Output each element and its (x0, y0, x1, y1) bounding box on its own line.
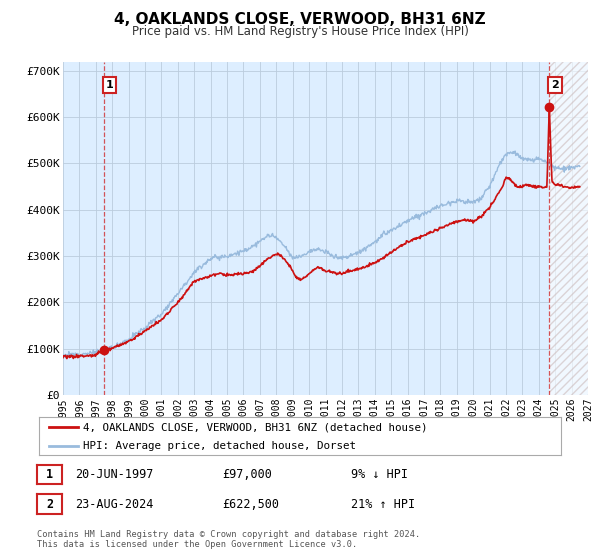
Text: HPI: Average price, detached house, Dorset: HPI: Average price, detached house, Dors… (83, 441, 356, 451)
Bar (549, 62, 588, 395)
Text: Price paid vs. HM Land Registry's House Price Index (HPI): Price paid vs. HM Land Registry's House … (131, 25, 469, 38)
Text: 23-AUG-2024: 23-AUG-2024 (75, 497, 154, 511)
Text: Contains HM Land Registry data © Crown copyright and database right 2024.
This d: Contains HM Land Registry data © Crown c… (37, 530, 421, 549)
Bar (549, 62, 588, 395)
Text: 1: 1 (106, 80, 113, 90)
Text: 9% ↓ HPI: 9% ↓ HPI (351, 468, 408, 482)
Text: £97,000: £97,000 (222, 468, 272, 482)
Text: 20-JUN-1997: 20-JUN-1997 (75, 468, 154, 482)
Text: 21% ↑ HPI: 21% ↑ HPI (351, 497, 415, 511)
Text: £622,500: £622,500 (222, 497, 279, 511)
Text: 4, OAKLANDS CLOSE, VERWOOD, BH31 6NZ (detached house): 4, OAKLANDS CLOSE, VERWOOD, BH31 6NZ (de… (83, 422, 428, 432)
Text: 2: 2 (46, 497, 53, 511)
Text: 4, OAKLANDS CLOSE, VERWOOD, BH31 6NZ: 4, OAKLANDS CLOSE, VERWOOD, BH31 6NZ (114, 12, 486, 27)
Text: 1: 1 (46, 468, 53, 482)
Text: 2: 2 (551, 80, 559, 90)
